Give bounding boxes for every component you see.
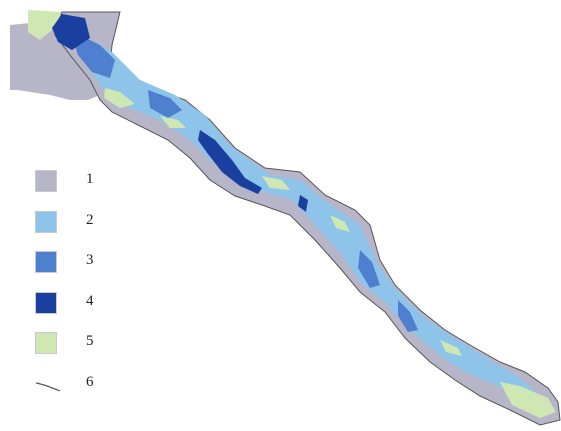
zone-5-area	[160, 116, 186, 128]
zone-3-area	[358, 250, 380, 288]
legend-item-3: 3	[30, 251, 120, 292]
zone-5-area	[500, 382, 556, 418]
zone-5-area	[28, 10, 62, 40]
zone-2-swatch	[35, 210, 57, 233]
zone-5-area	[104, 88, 135, 108]
zone-1-swatch	[35, 170, 57, 192]
zone-4-area	[52, 14, 90, 50]
legend-item-4: 4	[30, 291, 120, 333]
legend-label-4: 4	[86, 292, 94, 309]
zone-5-area	[262, 176, 290, 190]
zone-4-area	[198, 130, 262, 194]
legend-label-1: 1	[86, 171, 94, 187]
legend-label-6: 6	[86, 373, 94, 390]
zone-5-area	[440, 340, 462, 356]
zone-3-swatch	[35, 251, 57, 273]
legend-label-2: 2	[86, 211, 94, 228]
legend-item-6: 6	[30, 373, 120, 414]
legend-item-5: 5	[30, 332, 120, 373]
zone-3-area	[148, 90, 182, 118]
zone-5-swatch	[35, 332, 57, 354]
legend-item-2: 2	[30, 210, 120, 252]
zone-2-area	[80, 35, 540, 400]
zone-4-area	[298, 195, 308, 212]
zone-3-area	[398, 300, 418, 332]
legend-label-3: 3	[86, 252, 94, 268]
legend-item-1: 1	[30, 170, 120, 211]
legend-label-5: 5	[86, 333, 94, 349]
boundary-line	[35, 381, 61, 392]
zone-5-area	[330, 215, 350, 232]
legend: 1 2 3 4 5 6	[30, 170, 120, 413]
zone-4-swatch	[35, 291, 57, 314]
